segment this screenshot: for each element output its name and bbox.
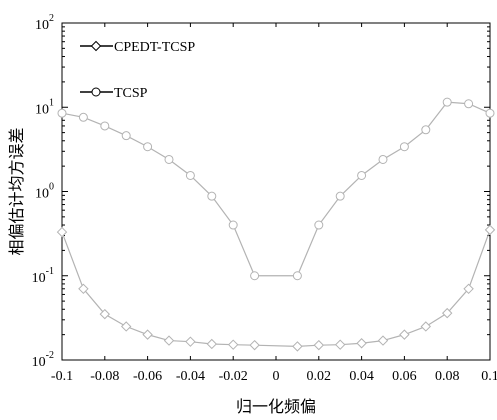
diamond-marker xyxy=(463,283,474,295)
axis-ticks: -0.1 -0.08 -0.06 -0.04 -0.02 0 0.02 0.04 0.06 0.0… xyxy=(32,13,497,384)
y-axis-label: 相偏估计均方误差 xyxy=(8,127,26,255)
diamond-marker xyxy=(185,336,196,347)
circle-marker xyxy=(57,108,67,118)
circle-marker xyxy=(207,191,217,201)
legend-circle-marker xyxy=(91,87,101,97)
diamond-marker xyxy=(377,335,389,346)
diamond-marker xyxy=(249,339,260,351)
diamond-marker xyxy=(334,339,346,350)
y-tick-label: 10-2 xyxy=(32,350,54,370)
diamond-marker xyxy=(206,338,218,350)
diamond-marker xyxy=(142,329,153,340)
circle-marker xyxy=(292,271,302,281)
circle-marker xyxy=(335,191,345,201)
x-axis-label: 归一化频偏 xyxy=(236,398,316,416)
y-tick-label: 102 xyxy=(35,13,54,33)
diamond-marker xyxy=(420,321,432,332)
series-tcsp xyxy=(57,97,495,281)
circle-marker xyxy=(357,170,367,180)
diamond-marker xyxy=(56,226,68,238)
y-tick-label: 101 xyxy=(35,97,54,117)
series-cpedt-tcsp xyxy=(56,224,496,352)
diamond-marker xyxy=(163,335,175,346)
legend: CPEDT-TCSP TCSP xyxy=(80,40,195,101)
series-layer xyxy=(56,97,496,352)
diamond-marker xyxy=(484,224,496,236)
circle-marker xyxy=(228,220,238,230)
diamond-marker xyxy=(399,329,410,340)
circle-marker xyxy=(121,131,131,141)
circle-marker xyxy=(399,142,409,152)
circle-marker xyxy=(442,97,452,107)
circle-marker xyxy=(421,125,431,135)
circle-marker xyxy=(100,121,110,131)
y-tick-label: 100 xyxy=(35,182,54,202)
plot-area xyxy=(61,22,491,361)
x-tick-label: -0.1 xyxy=(51,369,73,384)
x-tick-label: -0.06 xyxy=(133,369,162,384)
diamond-marker xyxy=(292,341,303,352)
plot-frame xyxy=(61,22,491,361)
diamond-marker xyxy=(78,283,89,295)
legend-diamond-marker xyxy=(90,40,102,52)
x-tick-label: 0.08 xyxy=(435,369,460,384)
circle-marker xyxy=(464,99,474,109)
circle-marker xyxy=(78,112,88,122)
circle-marker xyxy=(250,271,260,281)
x-tick-label: 0 xyxy=(273,369,280,384)
diamond-marker xyxy=(441,307,453,319)
diamond-marker xyxy=(313,339,325,351)
x-tick-label: 0.02 xyxy=(307,369,332,384)
circle-marker xyxy=(485,108,495,118)
diamond-marker xyxy=(227,339,239,350)
circle-marker xyxy=(185,170,195,180)
legend-item: CPEDT-TCSP xyxy=(80,40,195,55)
x-tick-label: -0.02 xyxy=(219,369,248,384)
circle-marker xyxy=(143,142,153,152)
circle-marker xyxy=(164,154,174,164)
diamond-marker xyxy=(356,338,367,349)
x-tick-label: -0.08 xyxy=(90,369,119,384)
x-tick-label: 0.06 xyxy=(392,369,417,384)
diamond-marker xyxy=(120,321,132,332)
x-tick-label: 0.1 xyxy=(481,369,497,384)
x-tick-label: 0.04 xyxy=(349,369,374,384)
y-tick-label: 10-1 xyxy=(32,266,54,286)
circle-marker xyxy=(378,154,388,164)
legend-label: TCSP xyxy=(114,86,148,101)
diamond-marker xyxy=(99,308,111,320)
x-tick-label: -0.04 xyxy=(176,369,205,384)
legend-label: CPEDT-TCSP xyxy=(114,40,195,55)
circle-marker xyxy=(314,220,324,230)
legend-item: TCSP xyxy=(80,86,148,101)
